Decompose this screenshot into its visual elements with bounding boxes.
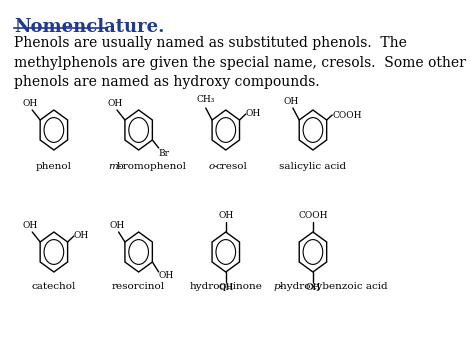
Text: p-: p- (273, 282, 283, 291)
Text: Phenols are usually named as substituted phenols.  The
methylphenols are given t: Phenols are usually named as substituted… (14, 36, 466, 89)
Text: m-: m- (109, 162, 122, 171)
Text: phenol: phenol (36, 162, 72, 171)
Text: COOH: COOH (332, 110, 362, 120)
Text: cresol: cresol (216, 162, 247, 171)
Text: hydroxybenzoic acid: hydroxybenzoic acid (281, 282, 388, 291)
Text: Nomenclature.: Nomenclature. (14, 18, 165, 36)
Text: salicylic acid: salicylic acid (279, 162, 346, 171)
Text: Br: Br (159, 148, 170, 158)
Text: bromophenol: bromophenol (117, 162, 186, 171)
Text: OH: OH (23, 222, 38, 230)
Text: OH: OH (305, 284, 320, 293)
Text: OH: OH (218, 284, 233, 293)
Text: OH: OH (159, 272, 174, 280)
Text: resorcinol: resorcinol (112, 282, 165, 291)
Text: CH₃: CH₃ (196, 95, 215, 104)
Text: OH: OH (283, 98, 299, 106)
Text: OH: OH (246, 109, 261, 119)
Text: OH: OH (109, 222, 124, 230)
Text: hydroquinone: hydroquinone (189, 282, 262, 291)
Text: OH: OH (108, 99, 123, 109)
Text: OH: OH (23, 99, 38, 109)
Text: OH: OH (218, 212, 233, 220)
Text: COOH: COOH (298, 212, 328, 220)
Text: OH: OH (74, 231, 89, 240)
Text: o-: o- (209, 162, 218, 171)
Text: catechol: catechol (32, 282, 76, 291)
